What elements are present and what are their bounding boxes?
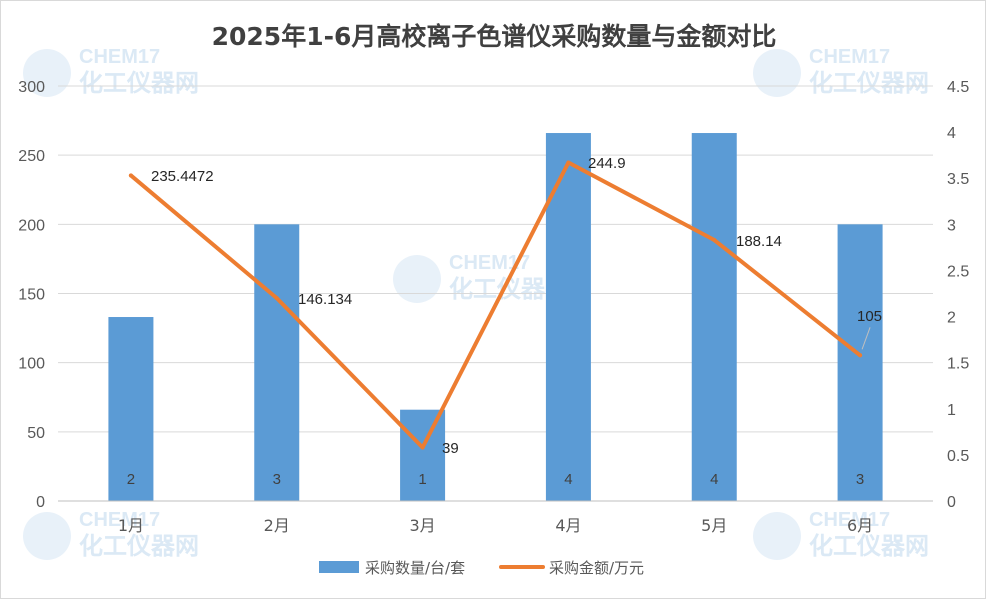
y-right-tick-label: 0 [947, 494, 956, 511]
watermark-logo-icon [23, 512, 71, 560]
y-right-tick-label: 0.5 [947, 448, 969, 465]
y-left-tick-label: 100 [18, 356, 45, 373]
watermark-brand: CHEM17 [79, 46, 160, 68]
y-right-tick-label: 4.5 [947, 79, 969, 96]
legend-swatch-bar [319, 561, 359, 573]
line-data-label: 244.9 [588, 155, 626, 172]
y-right-tick-label: 2 [947, 310, 956, 327]
x-tick-label: 5月 [701, 516, 727, 535]
watermark-name: 化工仪器网 [79, 532, 199, 560]
bar [837, 224, 883, 502]
line-data-label: 105 [857, 308, 882, 325]
x-tick-label: 6月 [847, 516, 873, 535]
watermark-name: 化工仪器网 [809, 532, 929, 560]
bar [400, 409, 446, 501]
line-data-label: 235.4472 [151, 168, 214, 185]
line-data-label: 39 [442, 440, 459, 457]
y-right-tick-label: 3 [947, 217, 956, 234]
bar [545, 133, 591, 502]
x-tick-label: 1月 [118, 516, 144, 535]
y-left-tick-label: 200 [18, 217, 45, 234]
bar-data-label: 1 [418, 471, 426, 488]
watermark-logo-icon [753, 49, 801, 97]
bar [691, 133, 737, 502]
bar-data-label: 4 [710, 471, 718, 488]
x-tick-label: 4月 [555, 516, 581, 535]
y-left-tick-label: 150 [18, 287, 45, 304]
legend: 采购数量/台/套 采购金额/万元 [319, 559, 644, 577]
line-series: 235.4472 146.134 39 244.9 188.14 105 [128, 155, 882, 457]
y-left-tick-label: 300 [18, 79, 45, 96]
y-right-tick-label: 3.5 [947, 171, 969, 188]
watermark-logo-icon [23, 49, 71, 97]
watermark-name: 化工仪器网 [79, 69, 199, 97]
line-point [128, 173, 133, 178]
line-point [712, 238, 717, 243]
watermark-name: 化工仪器网 [809, 69, 929, 97]
y-left-tick-label: 250 [18, 148, 45, 165]
y-right-tick-label: 1.5 [947, 356, 969, 373]
x-tick-label: 3月 [409, 516, 435, 535]
watermark-logo-icon [753, 512, 801, 560]
bar-data-label: 3 [273, 471, 281, 488]
y-right-tick-label: 4 [947, 125, 956, 142]
line-data-label: 188.14 [736, 233, 782, 250]
y-left-tick-label: 50 [27, 425, 45, 442]
bar-series: 2 3 1 4 4 3 [108, 133, 883, 502]
watermark-brand: CHEM17 [79, 509, 160, 531]
line-series-path [128, 160, 863, 450]
x-tick-label: 2月 [264, 516, 290, 535]
bar-data-label: 4 [564, 471, 572, 488]
legend-label-line: 采购金额/万元 [549, 559, 644, 577]
bar-data-label: 3 [856, 471, 864, 488]
axes: 0 50 100 150 200 250 300 0 0.5 1 1.5 2 2.5 3 3.5 4 4.5 1月… [18, 79, 969, 535]
bar-data-label: 2 [127, 471, 135, 488]
legend-label-bar: 采购数量/台/套 [365, 559, 465, 577]
line-point [274, 296, 279, 301]
line-point [420, 445, 425, 450]
gridlines [58, 85, 933, 433]
bar [108, 317, 154, 501]
watermark-brand: CHEM17 [809, 509, 890, 531]
line-data-label: 146.134 [298, 291, 352, 308]
line-point [858, 353, 863, 358]
watermark-layer: CHEM17化工仪器网CHEM17化工仪器网CHEM17化工仪器网CHEM17化… [23, 46, 929, 560]
watermark-brand: CHEM17 [809, 46, 890, 68]
watermark-logo-icon [393, 255, 441, 303]
line-point [566, 160, 571, 165]
chart-title: 2025年1-6月高校离子色谱仪采购数量与金额对比 [212, 22, 777, 51]
y-right-tick-label: 2.5 [947, 263, 969, 280]
y-right-tick-label: 1 [947, 402, 956, 419]
bar [254, 224, 300, 502]
y-left-tick-label: 0 [36, 494, 45, 511]
data-label-leader [861, 327, 871, 350]
watermark-brand: CHEM17 [449, 252, 530, 274]
